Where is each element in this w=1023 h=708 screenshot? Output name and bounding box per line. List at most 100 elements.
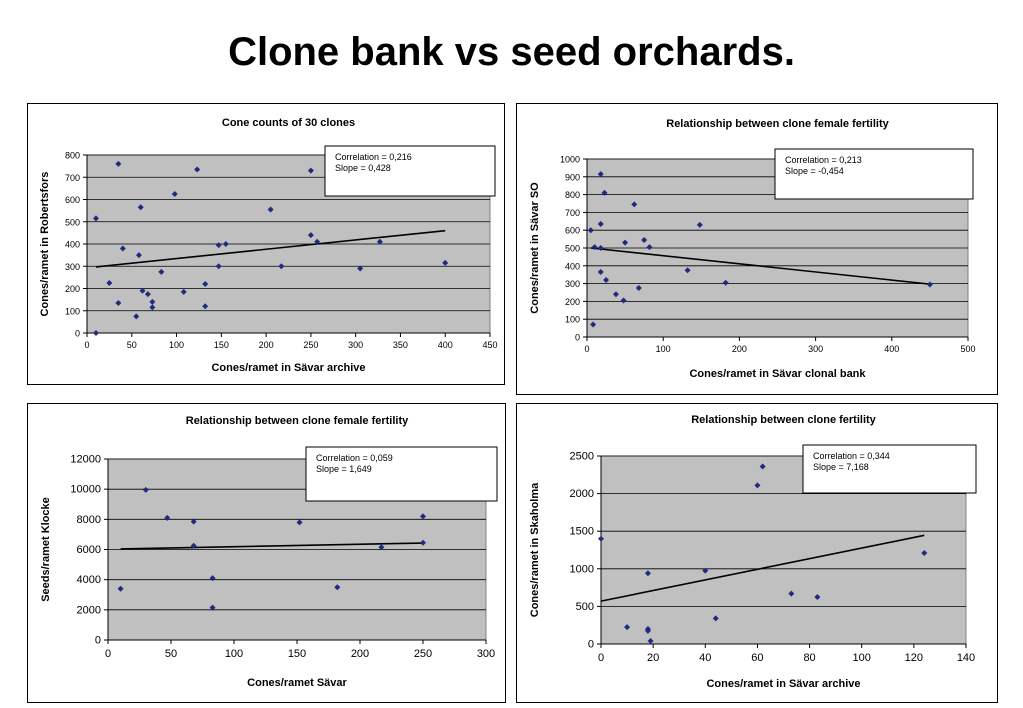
data-point [921,550,928,557]
x-tick-label: 250 [303,340,318,350]
y-tick-label: 0 [95,635,101,647]
data-point [202,281,209,288]
x-tick-label: 50 [165,648,177,660]
data-point [202,303,209,310]
correlation-label: Correlation = 0,216 [335,152,412,162]
y-tick-label: 900 [565,172,580,182]
data-point [135,252,142,259]
data-point [635,285,642,292]
data-point [115,160,122,167]
x-tick-label: 450 [482,340,497,350]
y-tick-label: 700 [565,208,580,218]
data-point [442,259,449,266]
data-point [644,627,651,634]
data-point [334,584,341,591]
data-point [194,166,201,173]
chart-panel-cone-counts: Cone counts of 30 clones 0 100 200 300 400 500… [27,103,505,385]
data-point [142,486,149,493]
x-tick-label: 140 [957,652,975,664]
y-tick-label: 6000 [77,544,101,556]
data-point [158,268,165,275]
x-tick-label: 40 [699,652,711,664]
x-axis-label: Cones/ramet in Sävar archive [706,678,860,690]
slope-label: Slope = 7,168 [813,462,869,472]
data-point [164,514,171,521]
y-tick-label: 100 [565,315,580,325]
data-point [788,590,795,597]
data-point [149,298,156,305]
x-tick-label: 20 [647,652,659,664]
data-point [644,570,651,577]
y-tick-label: 1500 [570,526,594,538]
data-point [209,604,216,611]
slope-label: Slope = -0,454 [785,166,844,176]
data-point [926,281,933,288]
x-tick-label: 150 [288,648,306,660]
data-point [814,594,821,600]
chart-panel-female-fertility-so: Relationship between clone female fertil… [516,103,998,395]
data-point [722,279,729,286]
data-point [601,189,608,196]
data-point [149,304,156,311]
y-tick-label: 200 [65,284,80,294]
data-point [612,291,619,298]
chart-title: Relationship between clone female fertil… [666,118,889,130]
chart-female-fertility-so: Relationship between clone female fertil… [529,118,976,380]
data-point [137,204,144,211]
trend-line [95,229,446,268]
trend-line [120,542,424,550]
data-point [209,575,216,582]
y-tick-label: 10000 [70,484,101,496]
data-point [620,297,627,304]
stats-box [305,446,498,502]
data-point [267,206,274,213]
y-tick-label: 1000 [570,563,594,575]
chart-title: Cone counts of 30 clones [222,117,355,129]
x-tick-label: 0 [105,648,111,660]
trend-line [600,534,925,602]
stats-box [774,148,974,200]
data-point [631,201,638,208]
x-tick-label: 0 [584,344,589,354]
data-point [420,539,426,546]
data-point [598,535,604,542]
chart-title: Relationship between clone fertility [691,414,876,426]
chart-cone-counts: Cone counts of 30 clones0100200300400500… [39,117,498,374]
y-tick-label: 400 [65,240,80,250]
y-tick-label: 0 [75,329,80,339]
y-tick-label: 300 [565,279,580,289]
data-point [144,291,151,298]
data-point [119,245,126,252]
y-tick-label: 1000 [560,155,580,165]
chart-female-fertility-klocke: Relationship between clone female fertil… [40,415,498,689]
y-axis-label: Cones/ramet in Robertsfors [39,172,51,317]
y-tick-label: 0 [588,639,594,651]
x-tick-label: 50 [127,340,137,350]
x-tick-label: 150 [214,340,229,350]
data-point [278,263,285,270]
data-point [215,242,222,249]
x-tick-label: 0 [598,652,604,664]
data-point [222,241,229,247]
slope-label: Slope = 0,428 [335,163,391,173]
data-point [597,171,604,178]
y-tick-label: 2500 [570,451,594,463]
y-tick-label: 2000 [77,604,101,616]
data-point [215,263,222,270]
data-point [624,624,631,631]
x-tick-label: 300 [477,648,495,660]
x-tick-label: 80 [803,652,815,664]
data-point [754,482,761,489]
data-point [92,330,99,336]
stats-box [802,444,977,494]
data-point [597,269,604,276]
chart-title: Relationship between clone female fertil… [186,415,409,427]
y-axis-label: Seeds/ramet Klocke [40,497,52,602]
data-point [133,313,140,320]
data-point [117,585,124,592]
data-point [696,221,703,228]
data-point [712,615,719,622]
x-tick-label: 120 [905,652,923,664]
y-tick-label: 800 [65,151,80,161]
y-tick-label: 12000 [70,454,101,466]
